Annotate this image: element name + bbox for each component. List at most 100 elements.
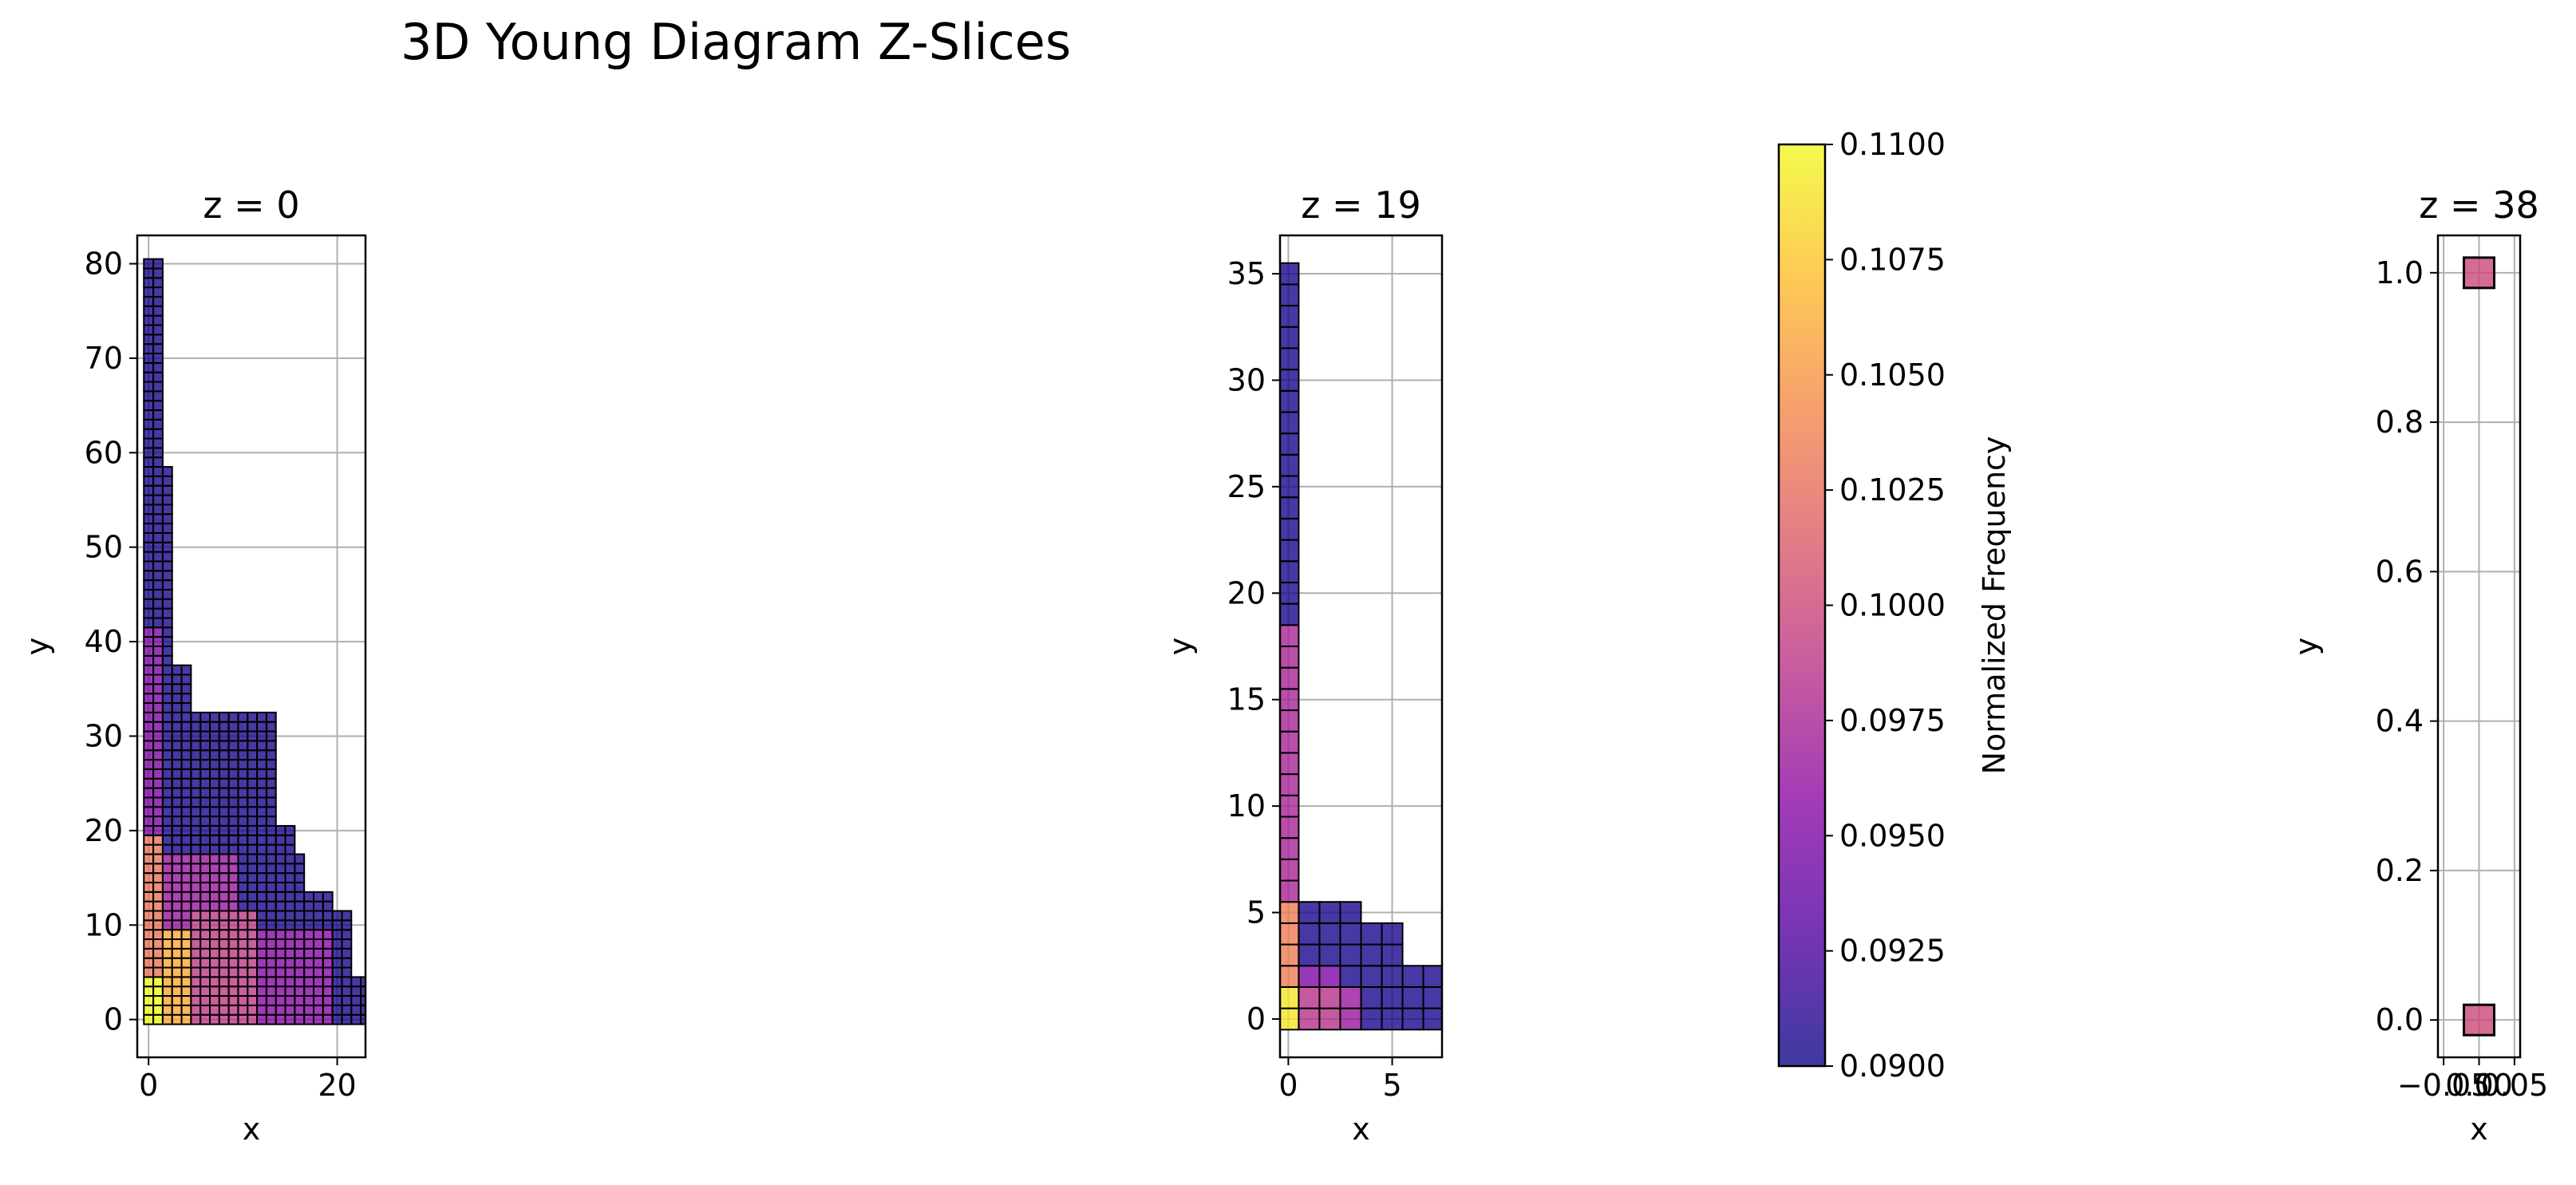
- cell: [331, 1013, 343, 1025]
- cell: [161, 711, 173, 723]
- cell: [152, 343, 164, 354]
- cell: [247, 730, 259, 742]
- cell: [247, 966, 259, 978]
- cell: [341, 986, 353, 997]
- cell: [1280, 624, 1300, 647]
- cell: [303, 947, 315, 959]
- cell: [143, 806, 155, 818]
- cell: [200, 730, 211, 742]
- cell: [143, 560, 155, 572]
- cell: [275, 891, 286, 903]
- cell: [1318, 943, 1341, 967]
- cell: [152, 428, 164, 440]
- y-axis-label: y: [2289, 638, 2324, 656]
- colorbar-tick-label: 0.1025: [1839, 472, 1946, 508]
- cell: [152, 1004, 164, 1016]
- cell: [275, 1004, 286, 1016]
- cell: [284, 843, 296, 855]
- cell: [275, 957, 286, 969]
- cell: [218, 843, 230, 855]
- cell: [227, 976, 239, 988]
- cell: [237, 759, 249, 770]
- cell: [227, 929, 239, 941]
- cell: [152, 702, 164, 713]
- cell: [161, 570, 173, 582]
- cell: [1280, 560, 1300, 583]
- cell: [256, 768, 267, 780]
- cell: [256, 966, 267, 978]
- cell: [200, 843, 211, 855]
- cell: [322, 891, 334, 903]
- cell: [1280, 837, 1300, 860]
- cell: [1381, 965, 1404, 988]
- y-tick-label: 60: [85, 435, 123, 470]
- cell: [284, 976, 296, 988]
- cell: [152, 523, 164, 534]
- cell: [227, 730, 239, 742]
- cell: [152, 824, 164, 836]
- cell: [1381, 986, 1404, 1009]
- cell: [237, 768, 249, 780]
- cell: [152, 787, 164, 799]
- cell: [313, 966, 324, 978]
- cell: [200, 806, 211, 818]
- cell: [247, 872, 259, 883]
- cell: [218, 759, 230, 770]
- cell: [237, 816, 249, 827]
- cell: [152, 910, 164, 922]
- cell: [275, 910, 286, 922]
- cell: [237, 1004, 249, 1016]
- cell: [218, 891, 230, 903]
- cell: [265, 853, 277, 865]
- cell: [218, 796, 230, 808]
- cell: [190, 816, 202, 827]
- cell: [209, 740, 220, 752]
- cell: [161, 466, 173, 477]
- cell: [190, 900, 202, 912]
- y-tick-label: 30: [1227, 362, 1266, 397]
- cell: [190, 787, 202, 799]
- cell: [275, 843, 286, 855]
- cell: [1280, 369, 1300, 392]
- cell: [209, 777, 220, 789]
- cell: [265, 1004, 277, 1016]
- cell: [247, 853, 259, 865]
- x-tick-label: 0.05: [2481, 1068, 2549, 1103]
- cell: [1280, 389, 1300, 413]
- cell: [200, 1004, 211, 1016]
- cell: [143, 570, 155, 582]
- cell: [143, 494, 155, 506]
- cell: [161, 579, 173, 591]
- cell: [180, 824, 192, 836]
- cell: [247, 976, 259, 988]
- cell: [171, 863, 183, 875]
- cell: [237, 957, 249, 969]
- cell: [1280, 730, 1300, 754]
- cell: [161, 523, 173, 534]
- axes-frame: [136, 234, 367, 1059]
- cell: [1339, 901, 1362, 924]
- cell: [152, 626, 164, 638]
- cell: [265, 881, 277, 893]
- cell: [171, 730, 183, 742]
- cell: [303, 900, 315, 912]
- cell: [180, 881, 192, 893]
- cell: [171, 900, 183, 912]
- cell: [247, 777, 259, 789]
- cell: [143, 664, 155, 676]
- cell: [227, 834, 239, 846]
- cell: [284, 834, 296, 846]
- cell: [143, 947, 155, 959]
- cell: [161, 683, 173, 695]
- cell: [152, 418, 164, 430]
- cell: [265, 796, 277, 808]
- cell: [200, 966, 211, 978]
- cell: [237, 721, 249, 733]
- cell: [237, 891, 249, 903]
- cell: [294, 1013, 306, 1025]
- cell: [200, 957, 211, 969]
- cell: [209, 730, 220, 742]
- cell: [247, 891, 259, 903]
- cell: [180, 843, 192, 855]
- cell: [256, 910, 267, 922]
